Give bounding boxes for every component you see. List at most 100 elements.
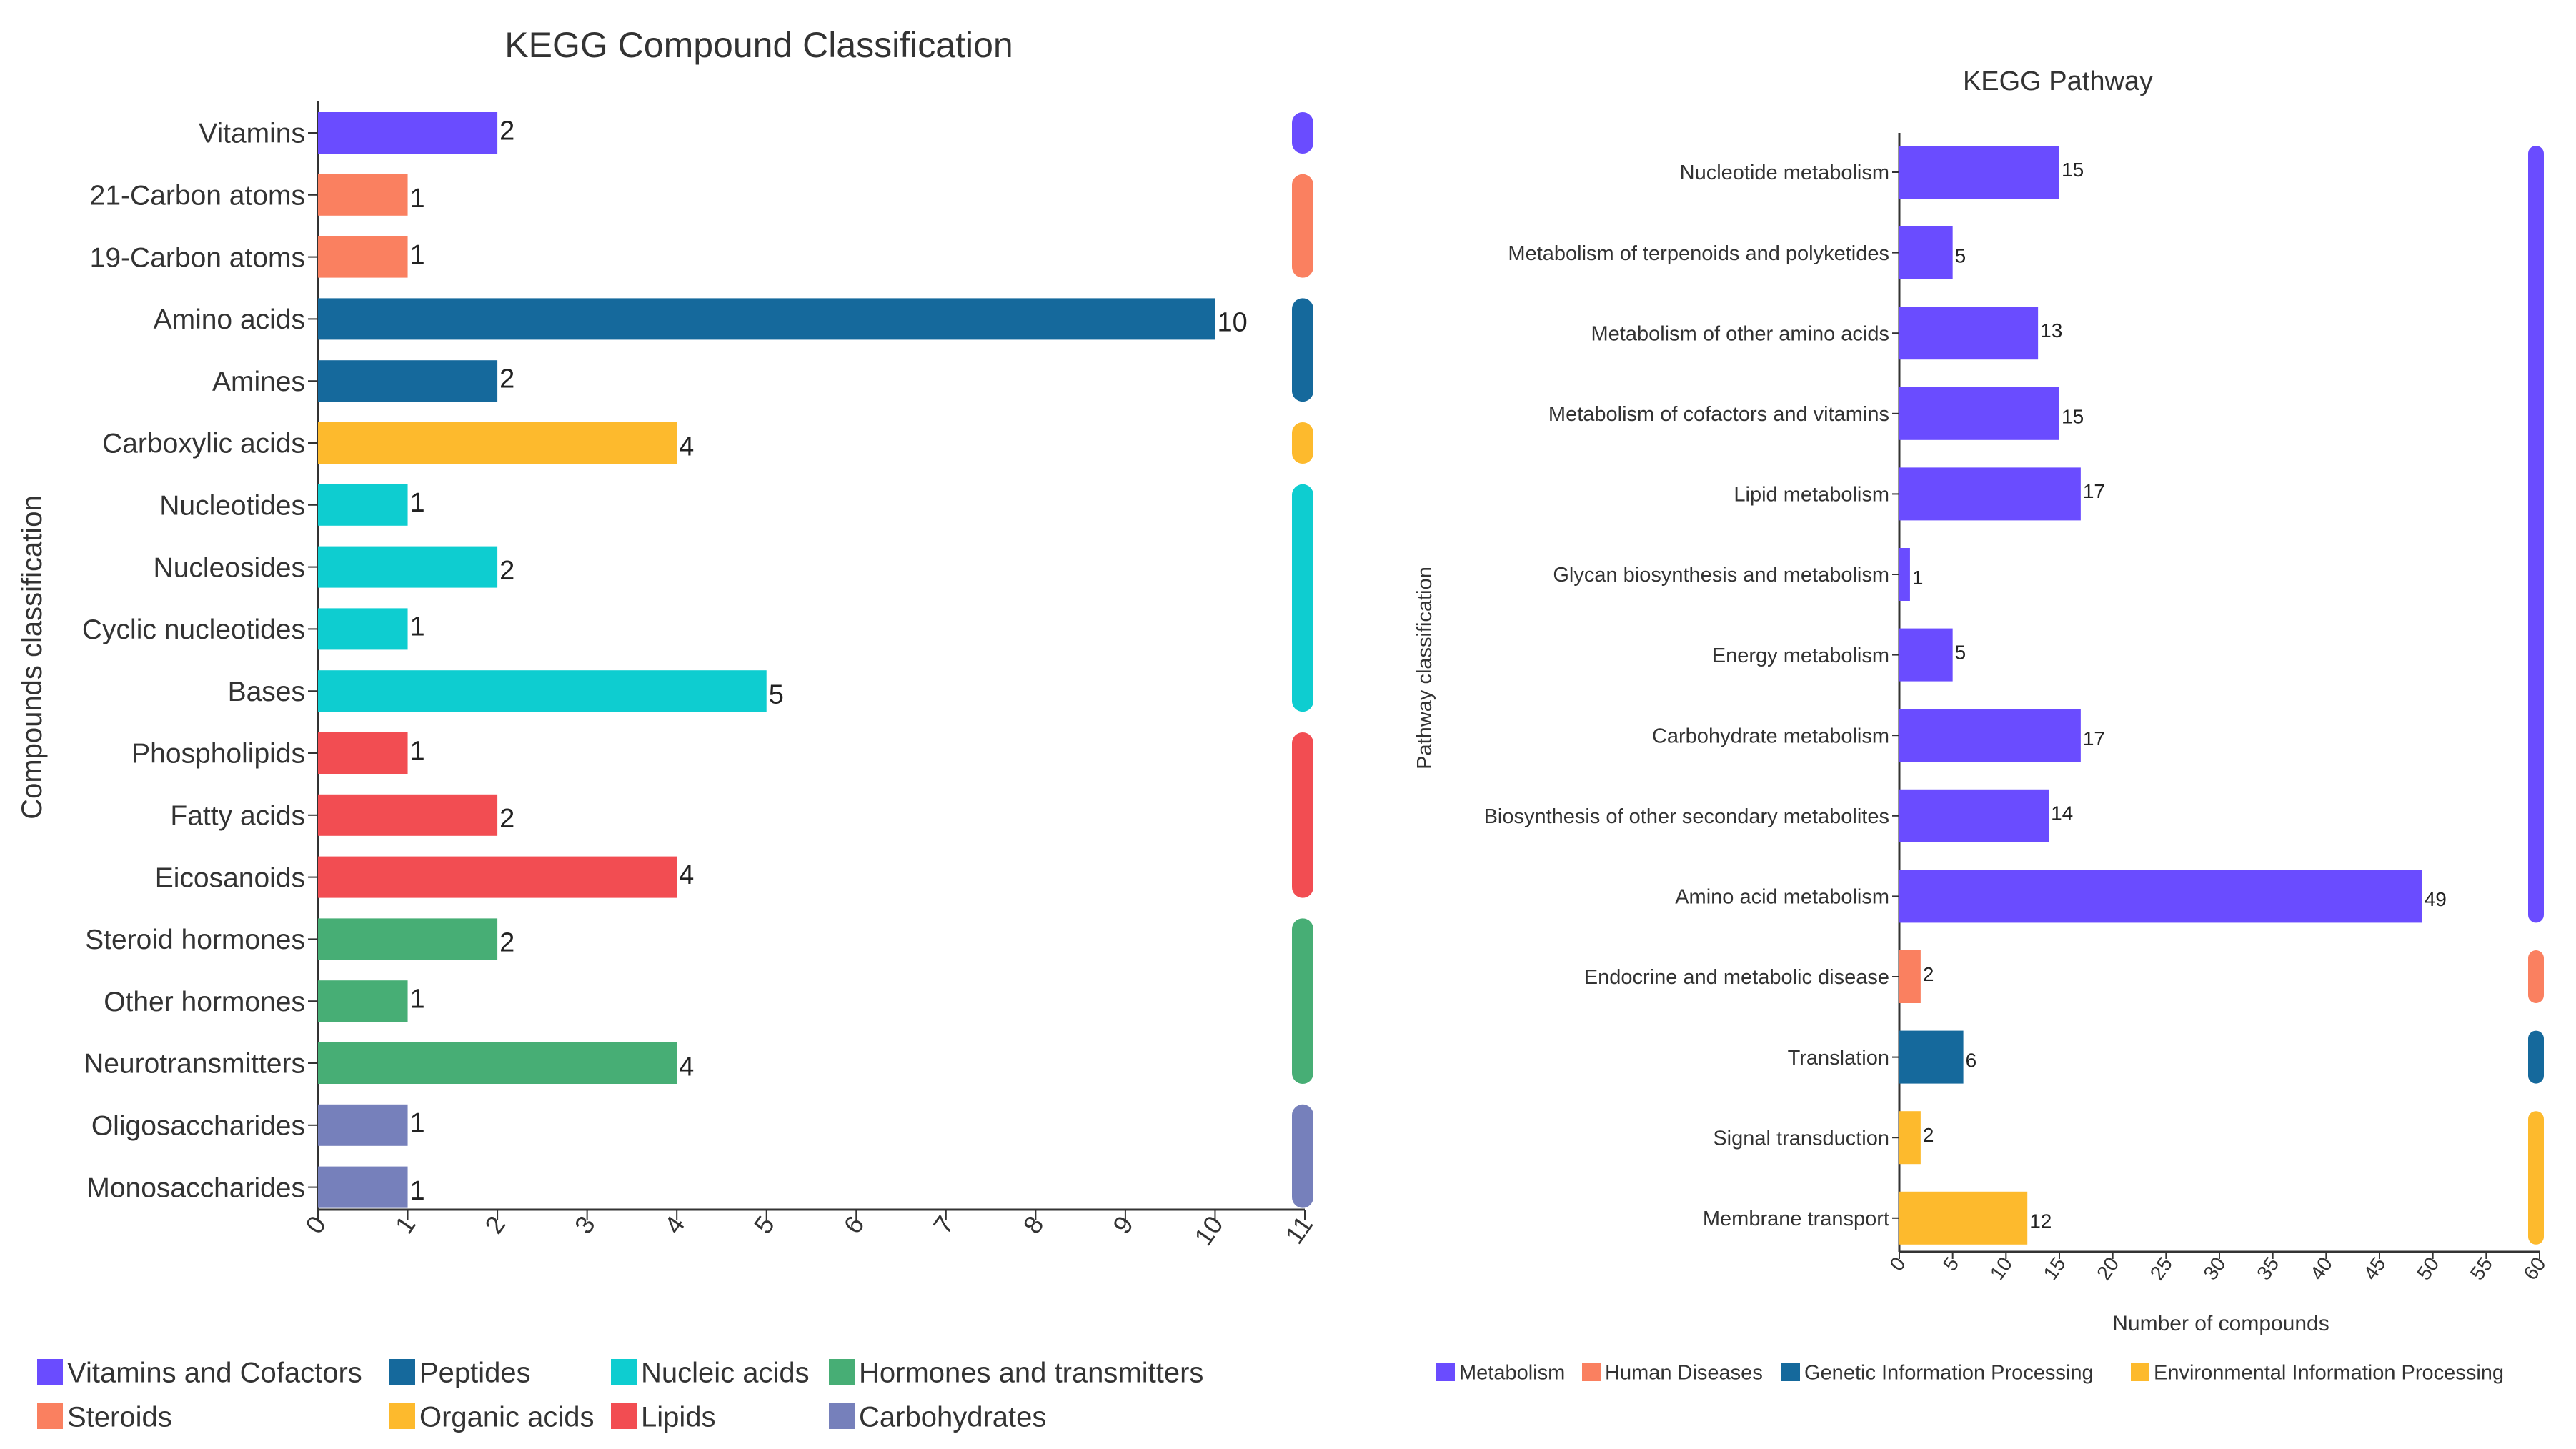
legend-swatch-nucleic-acids xyxy=(611,1359,637,1385)
value-label-signal-transduction: 2 xyxy=(1923,1124,1934,1146)
group-strip-nucleic-acids xyxy=(1292,484,1313,712)
category-label-amino-acids: Amino acids xyxy=(154,304,305,335)
bar-endocrine-and-metabolic-disease xyxy=(1899,950,1921,1003)
x-tick-label-15: 15 xyxy=(2039,1253,2069,1284)
x-tick-label-40: 40 xyxy=(2306,1253,2337,1284)
category-label-cyclic-nucleotides: Cyclic nucleotides xyxy=(82,614,305,645)
category-label-glycan-biosynthesis-and-metabolism: Glycan biosynthesis and metabolism xyxy=(1553,564,1889,587)
x-tick-label-8: 8 xyxy=(1017,1210,1049,1239)
right-group-strips xyxy=(2528,146,2544,1245)
legend-label-metabolism: Metabolism xyxy=(1459,1361,1565,1384)
bar-translation xyxy=(1899,1030,1964,1084)
x-tick-label-25: 25 xyxy=(2146,1253,2177,1284)
value-label-21-carbon-atoms: 1 xyxy=(410,184,425,214)
left-value-labels: 2 1 1 10 2 4 1 2 1 5 1 2 4 2 1 4 1 1 xyxy=(410,116,1248,1206)
x-tick-label-5: 5 xyxy=(748,1210,780,1239)
category-label-bases: Bases xyxy=(228,677,305,707)
value-label-metabolism-of-other-amino-acids: 13 xyxy=(2040,319,2062,342)
x-tick-label-11: 11 xyxy=(1279,1210,1318,1249)
bar-metabolism-of-cofactors-and-vitamins xyxy=(1899,387,2059,440)
legend-label-vitamins-and-cofactors: Vitamins and Cofactors xyxy=(67,1357,362,1388)
legend-label-hormones-and-transmitters: Hormones and transmitters xyxy=(859,1357,1203,1388)
bar-vitamins xyxy=(318,112,498,154)
category-label-biosynthesis-of-other-secondary-metabolites: Biosynthesis of other secondary metaboli… xyxy=(1484,805,1889,828)
bar-steroid-hormones xyxy=(318,918,498,960)
x-tick-label-0: 0 xyxy=(1885,1253,1909,1275)
legend-label-steroids: Steroids xyxy=(67,1401,172,1433)
group-strip-human-diseases xyxy=(2528,950,2544,1003)
x-tick-label-20: 20 xyxy=(2092,1253,2123,1284)
legend-swatch-steroids xyxy=(37,1403,63,1429)
category-label-lipid-metabolism: Lipid metabolism xyxy=(1734,484,1889,507)
category-label-21-carbon-atoms: 21-Carbon atoms xyxy=(90,180,305,211)
category-label-nucleosides: Nucleosides xyxy=(154,552,305,583)
x-tick-label-9: 9 xyxy=(1107,1210,1139,1239)
right-bars xyxy=(1899,146,2422,1245)
x-tick-label-4: 4 xyxy=(658,1210,690,1239)
bar-oligosaccharides xyxy=(318,1104,408,1146)
category-label-eicosanoids: Eicosanoids xyxy=(155,862,305,893)
left-x-ticks: 0 1 2 3 4 5 6 7 8 9 10 11 xyxy=(299,1210,1318,1250)
category-label-other-hormones: Other hormones xyxy=(104,987,305,1017)
bar-energy-metabolism xyxy=(1899,628,1953,682)
bar-amines xyxy=(318,360,498,402)
bar-signal-transduction xyxy=(1899,1111,1921,1165)
right-category-labels: Nucleotide metabolism Metabolism of terpe… xyxy=(1484,161,1899,1230)
bar-carbohydrate-metabolism xyxy=(1899,709,2081,762)
right-legend: Metabolism Human Diseases Genetic Informat… xyxy=(1436,1361,2504,1384)
value-label-amino-acid-metabolism: 49 xyxy=(2425,888,2447,910)
value-label-vitamins: 2 xyxy=(499,116,514,146)
right-y-axis-label: Pathway classification xyxy=(1413,567,1436,770)
bar-monosaccharides xyxy=(318,1166,408,1208)
value-label-cyclic-nucleotides: 1 xyxy=(410,612,425,642)
bar-carboxylic-acids xyxy=(318,422,677,464)
value-label-translation: 6 xyxy=(1966,1049,1977,1071)
group-strip-environmental-information-processing xyxy=(2528,1111,2544,1245)
x-tick-label-60: 60 xyxy=(2519,1253,2550,1284)
legend-label-carbohydrates: Carbohydrates xyxy=(859,1401,1046,1433)
bar-amino-acids xyxy=(318,298,1215,340)
category-label-nucleotide-metabolism: Nucleotide metabolism xyxy=(1680,161,1889,184)
x-tick-label-35: 35 xyxy=(2252,1253,2283,1284)
x-tick-label-3: 3 xyxy=(569,1210,601,1239)
right-chart-title: KEGG Pathway xyxy=(1963,66,2153,96)
category-label-fatty-acids: Fatty acids xyxy=(170,800,305,831)
legend-swatch-organic-acids xyxy=(389,1403,415,1429)
legend-swatch-carbohydrates xyxy=(829,1403,855,1429)
compound-classification-chart: KEGG Compound Classification Compounds c… xyxy=(16,25,1318,1433)
x-tick-label-55: 55 xyxy=(2466,1253,2497,1284)
bar-neurotransmitters xyxy=(318,1042,677,1084)
bar-biosynthesis-of-other-secondary-metabolites xyxy=(1899,789,2049,842)
category-label-translation: Translation xyxy=(1788,1047,1889,1070)
legend-swatch-human-diseases xyxy=(1582,1363,1601,1381)
category-label-19-carbon-atoms: 19-Carbon atoms xyxy=(90,242,305,273)
legend-swatch-vitamins-and-cofactors xyxy=(37,1359,63,1385)
category-label-amino-acid-metabolism: Amino acid metabolism xyxy=(1675,886,1889,909)
bar-metabolism-of-terpenoids-and-polyketides xyxy=(1899,226,1953,279)
bar-nucleosides xyxy=(318,546,498,588)
category-label-endocrine-and-metabolic-disease: Endocrine and metabolic disease xyxy=(1584,966,1889,989)
left-category-labels: Vitamins 21-Carbon atoms 19-Carbon atoms Am… xyxy=(82,119,318,1203)
category-label-metabolism-of-other-amino-acids: Metabolism of other amino acids xyxy=(1591,322,1889,345)
value-label-eicosanoids: 4 xyxy=(679,860,694,890)
category-label-amines: Amines xyxy=(212,367,305,397)
value-label-glycan-biosynthesis-and-metabolism: 1 xyxy=(1912,567,1924,589)
group-strip-peptides xyxy=(1292,298,1313,402)
x-tick-label-2: 2 xyxy=(479,1210,511,1239)
x-tick-label-30: 30 xyxy=(2199,1253,2229,1284)
x-tick-label-0: 0 xyxy=(299,1210,332,1239)
category-label-metabolism-of-terpenoids-and-polyketides: Metabolism of terpenoids and polyketides xyxy=(1508,242,1889,265)
bar-bases xyxy=(318,670,767,712)
category-label-carboxylic-acids: Carboxylic acids xyxy=(102,429,305,459)
bar-glycan-biosynthesis-and-metabolism xyxy=(1899,548,1910,601)
bar-phospholipids xyxy=(318,732,408,774)
group-strip-metabolism xyxy=(2528,146,2544,923)
group-strip-steroids xyxy=(1292,174,1313,278)
category-label-steroid-hormones: Steroid hormones xyxy=(85,925,305,955)
x-tick-label-7: 7 xyxy=(928,1210,960,1239)
value-label-metabolism-of-terpenoids-and-polyketides: 5 xyxy=(1955,244,1966,267)
bar-19-carbon-atoms xyxy=(318,236,408,278)
group-strip-hormones-and-transmitters xyxy=(1292,918,1313,1084)
